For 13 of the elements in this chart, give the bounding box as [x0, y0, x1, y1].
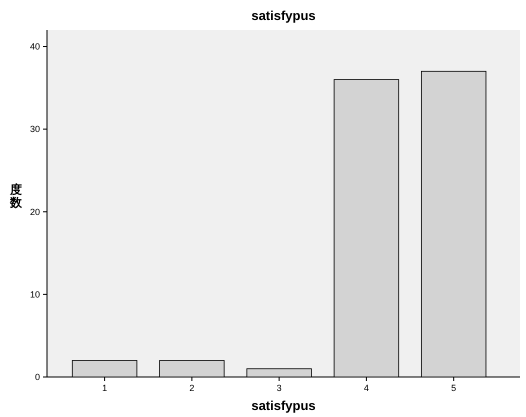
x-tick-label: 2 — [189, 383, 194, 393]
x-tick-label: 5 — [451, 383, 456, 393]
x-tick-label: 1 — [102, 383, 108, 393]
y-tick-label: 10 — [30, 289, 40, 300]
y-tick-label: 20 — [30, 206, 40, 217]
chart-title: satisfypus — [251, 8, 316, 23]
y-tick-label: 30 — [30, 124, 40, 134]
x-tick-label: 4 — [364, 383, 369, 393]
y-tick-label: 40 — [30, 42, 40, 52]
y-tick-label: 0 — [34, 372, 40, 382]
x-axis-title: satisfypus — [251, 398, 316, 413]
y-axis-title: 度数 — [9, 182, 23, 210]
x-tick-label: 3 — [276, 383, 282, 393]
